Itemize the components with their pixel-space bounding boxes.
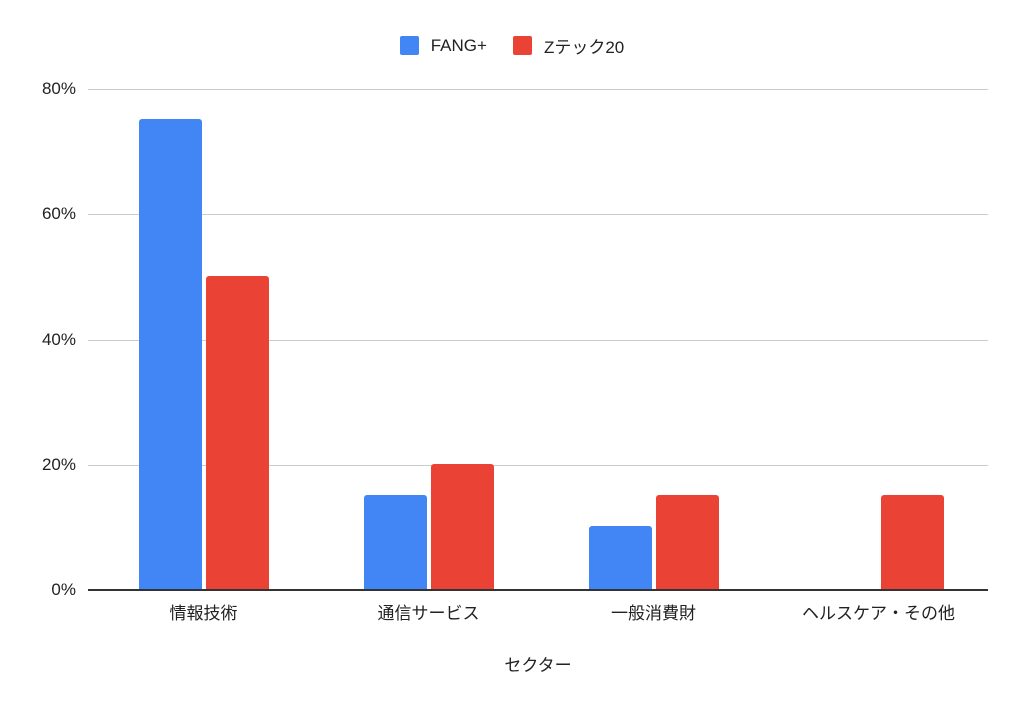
legend-swatch-fang <box>399 36 419 55</box>
legend-item-fang[interactable]: FANG+ <box>399 33 487 58</box>
bar[interactable] <box>655 495 719 589</box>
legend-item-ztech[interactable]: Zテック20 <box>512 33 625 58</box>
bar[interactable] <box>138 119 202 589</box>
bar[interactable] <box>205 275 269 589</box>
bar[interactable] <box>363 495 427 589</box>
bar[interactable] <box>430 463 494 589</box>
y-tick-label: 20% <box>41 454 76 474</box>
y-tick-label: 60% <box>41 204 76 224</box>
x-tick-label: ヘルスケア・その他 <box>802 604 955 623</box>
gridline <box>88 214 988 216</box>
x-axis-title: セクター <box>504 656 572 675</box>
gridline <box>88 339 988 341</box>
x-tick-label: 通信サービス <box>377 604 480 623</box>
y-tick-label: 0% <box>51 580 76 599</box>
x-axis-line <box>88 589 988 591</box>
gridline <box>88 464 988 466</box>
bar[interactable] <box>588 526 652 589</box>
x-tick-label: 一般消費財 <box>611 604 696 623</box>
plot-area <box>88 89 988 591</box>
y-tick-label: 80% <box>41 79 76 98</box>
legend-label-fang: FANG+ <box>430 35 487 55</box>
y-tick-label: 40% <box>41 329 76 349</box>
x-tick-label: 情報技術 <box>169 604 238 623</box>
bar[interactable] <box>880 495 944 589</box>
legend-label-ztech: Zテック20 <box>543 38 625 57</box>
legend: FANG+ Zテック20 <box>0 33 1024 58</box>
gridline <box>88 89 988 90</box>
legend-swatch-ztech <box>512 36 532 55</box>
